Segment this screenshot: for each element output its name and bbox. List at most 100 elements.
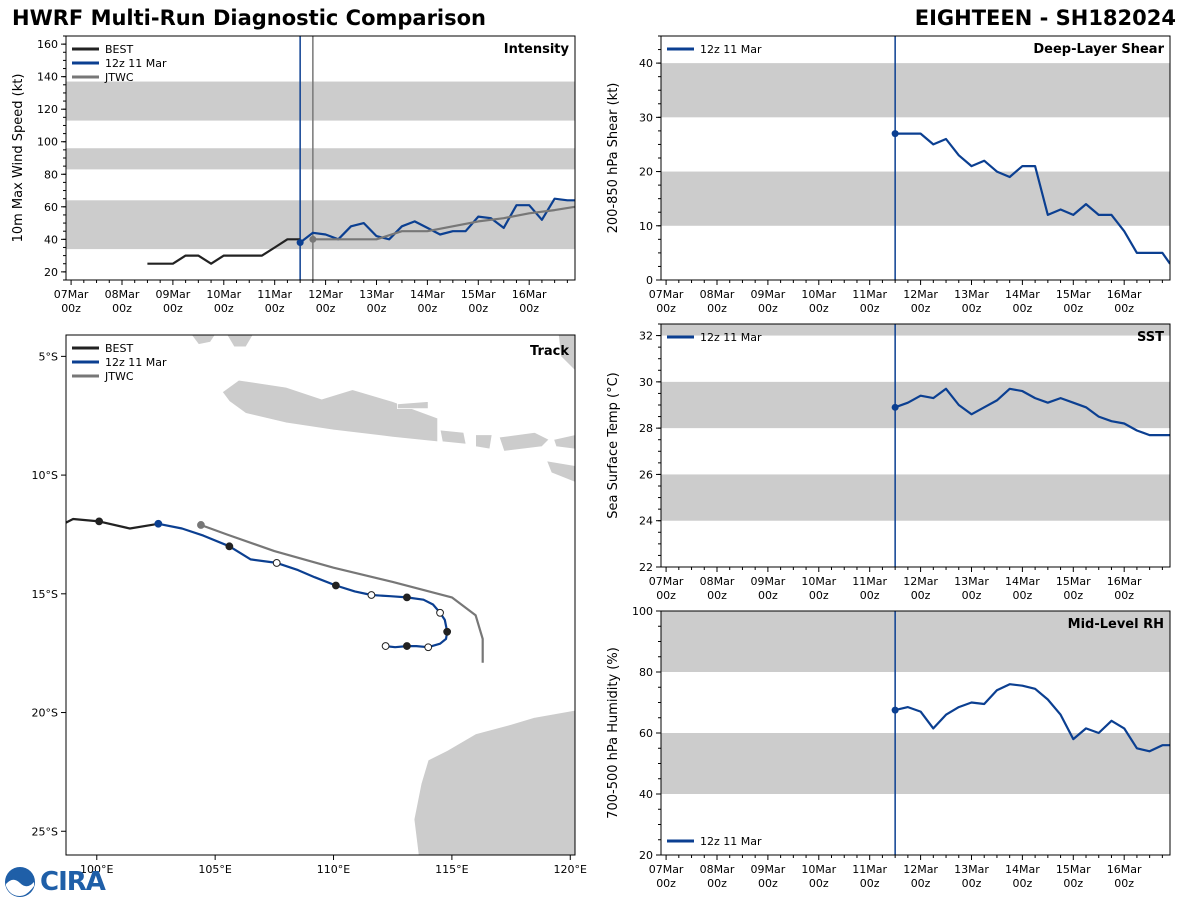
sst-ytick-label-0: 22 [639,561,653,574]
sst-ytick-label-2: 26 [639,468,653,481]
sst-xtick-day-9: 16Mar [1107,575,1142,588]
sst-band-2 [661,324,1170,336]
shear-ylabel: 200-850 hPa Shear (kt) [606,83,621,234]
shear-xtick-hour-4: 00z [860,302,880,315]
sst-plot-area [661,324,1170,567]
sst-xtick-day-6: 13Mar [954,575,989,588]
shear-xtick-day-6: 13Mar [954,288,989,301]
rh-xtick-hour-7: 00z [1012,877,1032,890]
intensity-series-jtwc [312,205,575,241]
track-legend-label-1: 12z 11 Mar [105,356,167,369]
intensity-xtick-day-8: 15Mar [461,288,496,301]
rh-xtick-day-0: 07Mar [649,863,684,876]
rh-ytick-label-2: 60 [639,727,653,740]
java-land [221,379,439,443]
shear-marker-run [891,130,899,138]
shear-xtick-hour-0: 00z [656,302,676,315]
sst-legend-label-0: 12z 11 Mar [700,331,762,344]
intensity-xtick-hour-5: 00z [316,302,336,315]
track-xtick-label-0: 100°E [80,863,113,876]
track-xtick-label-4: 120°E [554,863,587,876]
sst-xtick-day-7: 14Mar [1005,575,1040,588]
shear-xtick-hour-6: 00z [962,302,982,315]
rh-ylabel: 700-500 hPa Humidity (%) [606,647,621,819]
intensity-title: Intensity [504,42,570,57]
shear-xtick-day-2: 09Mar [751,288,786,301]
lombok-land [475,434,493,450]
rh-xtick-hour-4: 00z [860,877,880,890]
rh-xtick-day-3: 10Mar [801,863,836,876]
intensity-xtick-day-5: 12Mar [308,288,343,301]
track-marker-run-0 [154,519,163,528]
track-xtick-label-2: 110°E [317,863,350,876]
intensity-xtick-hour-7: 00z [417,302,437,315]
intensity-xtick-hour-8: 00z [468,302,488,315]
intensity-series-run [299,197,575,244]
cira-logo-text: CIRA [40,867,106,897]
sst-xtick-hour-8: 00z [1063,589,1083,602]
shear-title: Deep-Layer Shear [1033,42,1164,57]
intensity-xtick-hour-1: 00z [112,302,132,315]
bali-land [439,429,467,445]
track-marker-run-5 [403,593,411,602]
sst-xtick-day-3: 10Mar [801,575,836,588]
intensity-xtick-day-0: 07Mar [54,288,89,301]
shear-xtick-hour-2: 00z [758,302,778,315]
rh-xtick-hour-0: 00z [656,877,676,890]
track-marker-best-0 [95,517,104,526]
rh-xtick-day-6: 13Mar [954,863,989,876]
rh-ytick-label-3: 80 [639,666,653,679]
intensity-ytick-label-0: 20 [44,266,58,279]
track-marker-run-7 [443,627,452,636]
shear-xtick-day-4: 11Mar [852,288,887,301]
rh-xtick-hour-9: 00z [1114,877,1134,890]
track-title: Track [530,344,569,359]
intensity-ytick-label-3: 80 [44,168,58,181]
storm-id-title: EIGHTEEN - SH182024 [914,6,1176,30]
track-marker-run-3 [331,581,340,590]
sst-xtick-hour-5: 00z [911,589,931,602]
sst-xtick-day-0: 07Mar [649,575,684,588]
rh-xtick-day-9: 16Mar [1107,863,1142,876]
shear-xtick-day-7: 14Mar [1005,288,1040,301]
intensity-band-1 [66,148,575,170]
rh-title: Mid-Level RH [1068,617,1164,632]
sst-ytick-label-3: 28 [639,422,653,435]
sst-xtick-hour-7: 00z [1012,589,1032,602]
track-xtick-label-3: 115°E [435,863,468,876]
sst-xtick-hour-9: 00z [1114,589,1134,602]
track-ytick-label-3: 20°S [32,707,58,720]
intensity-ytick-label-2: 60 [44,201,58,214]
sumba-land [545,460,575,483]
shear-xtick-day-3: 10Mar [801,288,836,301]
intensity-ytick-label-1: 40 [44,233,58,246]
shear-xtick-hour-3: 00z [809,302,829,315]
shear-legend-label-0: 12z 11 Mar [700,43,762,56]
shear-xtick-hour-9: 00z [1114,302,1134,315]
flores-land [553,434,575,450]
shear-ytick-label-2: 20 [639,166,653,179]
sst-ytick-label-1: 24 [639,515,653,528]
intensity-ytick-label-4: 100 [37,136,58,149]
intensity-xtick-day-2: 09Mar [156,288,191,301]
sst-band-0 [661,474,1170,521]
intensity-xtick-day-7: 14Mar [410,288,445,301]
shear-xtick-hour-7: 00z [1012,302,1032,315]
noaa-icon [5,867,35,897]
shear-xtick-day-9: 16Mar [1107,288,1142,301]
sst-title: SST [1137,330,1164,345]
rh-legend-label-0: 12z 11 Mar [700,835,762,848]
shear-band-1 [661,63,1170,118]
track-marker-run-6 [436,608,444,617]
shear-plot-area [661,36,1170,280]
intensity-series-best [147,238,301,265]
intensity-legend-label-1: 12z 11 Mar [105,57,167,70]
rh-ytick-label-0: 20 [639,849,653,862]
track-marker-run-1 [225,542,234,551]
shear-ytick-label-3: 30 [639,111,653,124]
intensity-band-2 [66,81,575,121]
intensity-plot-area [66,36,575,280]
rh-xtick-hour-8: 00z [1063,877,1083,890]
sumbawa-land [498,431,550,452]
rh-xtick-day-4: 11Mar [852,863,887,876]
